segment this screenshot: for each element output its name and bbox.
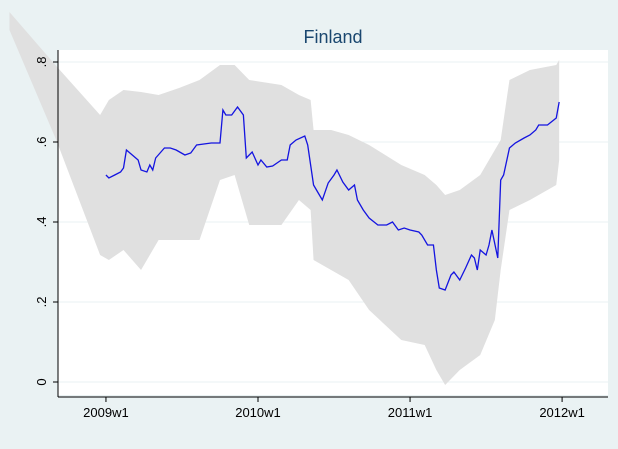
y-tick-label: .2 — [34, 297, 49, 308]
chart-title: Finland — [303, 27, 362, 47]
x-tick-label: 2009w1 — [83, 405, 129, 420]
confidence-band — [9, 12, 560, 385]
marks — [9, 12, 560, 385]
x-tick-label: 2012w1 — [539, 405, 585, 420]
series-line — [105, 101, 560, 291]
x-tick-label: 2011w1 — [388, 405, 433, 420]
y-tick-label: .4 — [34, 217, 49, 228]
y-tick-label: .6 — [34, 137, 49, 148]
y-tick-label: .8 — [34, 57, 49, 68]
x-tick-label: 2010w1 — [235, 405, 281, 420]
y-tick-label: 0 — [34, 378, 49, 385]
